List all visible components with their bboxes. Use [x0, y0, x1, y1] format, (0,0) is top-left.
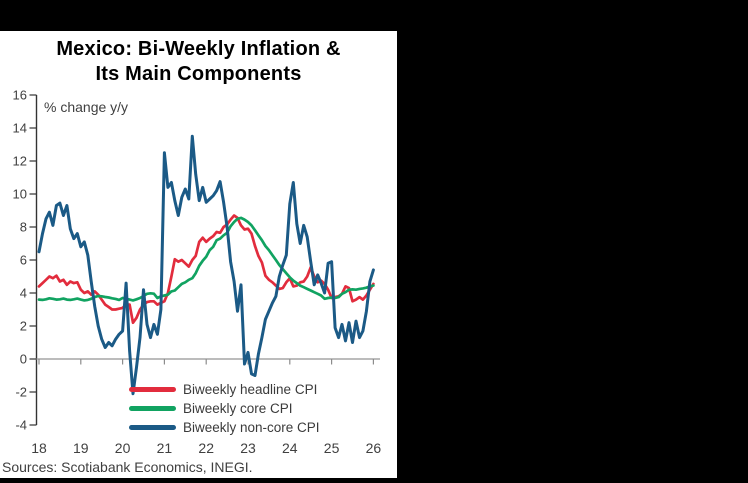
non-core-cpi-swatch	[129, 425, 176, 430]
legend-label: Biweekly non-core CPI	[183, 420, 320, 435]
x-axis-tick-label: 18	[31, 440, 47, 456]
core-cpi-swatch	[129, 406, 176, 411]
x-axis-tick-label: 19	[73, 440, 89, 456]
headline-cpi-swatch	[129, 387, 176, 392]
chart-title: Mexico: Bi-Weekly Inflation & Its Main C…	[0, 37, 397, 87]
y-axis-tick-label: -4	[15, 418, 27, 433]
y-axis-tick-label: 6	[20, 253, 27, 268]
chart-panel: Mexico: Bi-Weekly Inflation & Its Main C…	[0, 31, 397, 478]
y-axis-tick-label: -2	[15, 385, 27, 400]
y-axis-tick-label: 0	[20, 352, 27, 367]
legend-label: Biweekly core CPI	[183, 401, 293, 416]
y-axis-tick-label: 14	[13, 121, 27, 136]
chart-title-line1: Mexico: Bi-Weekly Inflation &	[56, 38, 341, 60]
y-axis-tick-label: 16	[13, 88, 27, 103]
sources-note: Sources: Scotiabank Economics, INEGI.	[2, 459, 253, 475]
chart-legend: Biweekly headline CPI Biweekly core CPI …	[129, 380, 320, 437]
y-axis-tick-label: 8	[20, 220, 27, 235]
series-line-biweekly-non-core-cpi	[37, 134, 375, 396]
x-axis-tick-label: 20	[115, 440, 131, 456]
legend-item-headline-cpi: Biweekly headline CPI	[129, 380, 320, 399]
x-axis-tick-label: 22	[198, 440, 214, 456]
x-axis-tick-label: 24	[282, 440, 298, 456]
x-axis-tick-label: 26	[366, 440, 382, 456]
x-axis-tick-label: 23	[240, 440, 256, 456]
y-axis-tick-label: 12	[13, 154, 27, 169]
legend-item-core-cpi: Biweekly core CPI	[129, 399, 320, 418]
y-axis-tick-label: 4	[20, 286, 27, 301]
y-axis-tick-label: 2	[20, 319, 27, 334]
series-line-biweekly-headline-cpi	[37, 214, 375, 325]
y-axis-unit-label: % change y/y	[44, 99, 129, 115]
legend-label: Biweekly headline CPI	[183, 382, 318, 397]
x-axis-tick-label: 25	[324, 440, 340, 456]
legend-item-non-core-cpi: Biweekly non-core CPI	[129, 418, 320, 437]
x-axis-tick-label: 21	[157, 440, 173, 456]
chart-title-line2: Its Main Components	[95, 63, 302, 85]
y-axis-tick-label: 10	[13, 187, 27, 202]
